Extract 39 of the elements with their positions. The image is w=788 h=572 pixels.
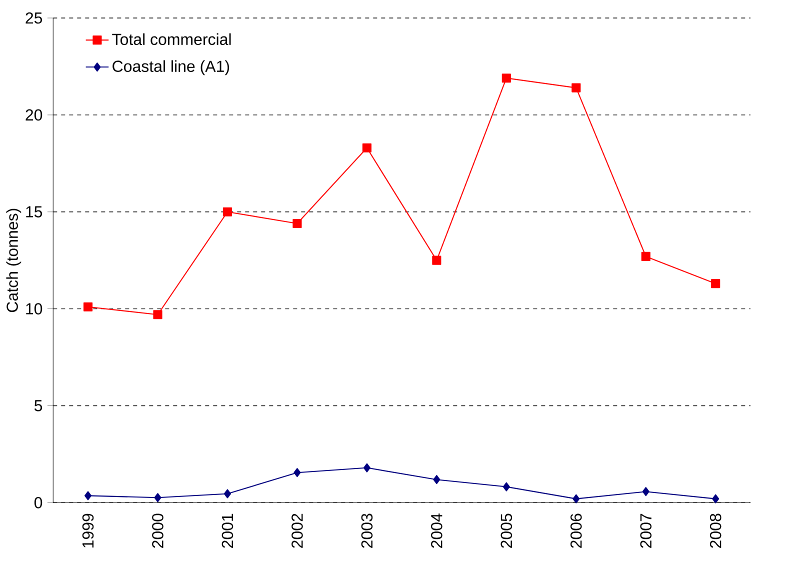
x-tick-label: 2006 xyxy=(570,514,582,548)
point xyxy=(363,463,370,472)
x-tick-label: 2007 xyxy=(640,514,652,548)
y-tick-label: 20 xyxy=(26,109,42,121)
point xyxy=(502,74,511,83)
point xyxy=(642,487,650,496)
legend-label: Total commercial xyxy=(112,33,231,46)
x-tick-label: 2008 xyxy=(710,514,722,548)
x-tick-label: 2001 xyxy=(222,514,234,548)
y-tick-label: 15 xyxy=(26,206,42,218)
point xyxy=(292,218,302,228)
y-axis-title: Catch (tonnes) xyxy=(6,208,22,312)
point xyxy=(502,482,510,492)
x-tick-label: 2004 xyxy=(431,514,442,548)
point xyxy=(572,494,580,504)
point xyxy=(711,279,720,288)
point xyxy=(432,256,442,265)
x-tick-label: 2003 xyxy=(361,514,373,548)
point xyxy=(433,475,440,484)
point xyxy=(224,489,232,498)
point xyxy=(712,494,720,504)
x-tick-label: 2002 xyxy=(292,514,303,548)
point xyxy=(294,468,301,478)
x-tick-label: 1999 xyxy=(82,514,94,548)
point xyxy=(572,83,581,92)
point xyxy=(641,252,650,261)
point xyxy=(84,491,92,500)
point xyxy=(153,310,162,320)
x-tick-label: 2005 xyxy=(500,514,512,548)
y-tick-label: 0 xyxy=(34,497,42,508)
point xyxy=(222,207,232,216)
y-tick-label: 5 xyxy=(34,400,42,412)
legend-label: Coastal line (A1) xyxy=(112,60,230,76)
y-tick-label: 25 xyxy=(26,12,42,24)
point xyxy=(362,143,372,152)
point xyxy=(154,493,162,502)
x-tick-label: 2000 xyxy=(152,514,164,548)
y-tick-label: 10 xyxy=(26,303,42,314)
point xyxy=(83,302,93,312)
